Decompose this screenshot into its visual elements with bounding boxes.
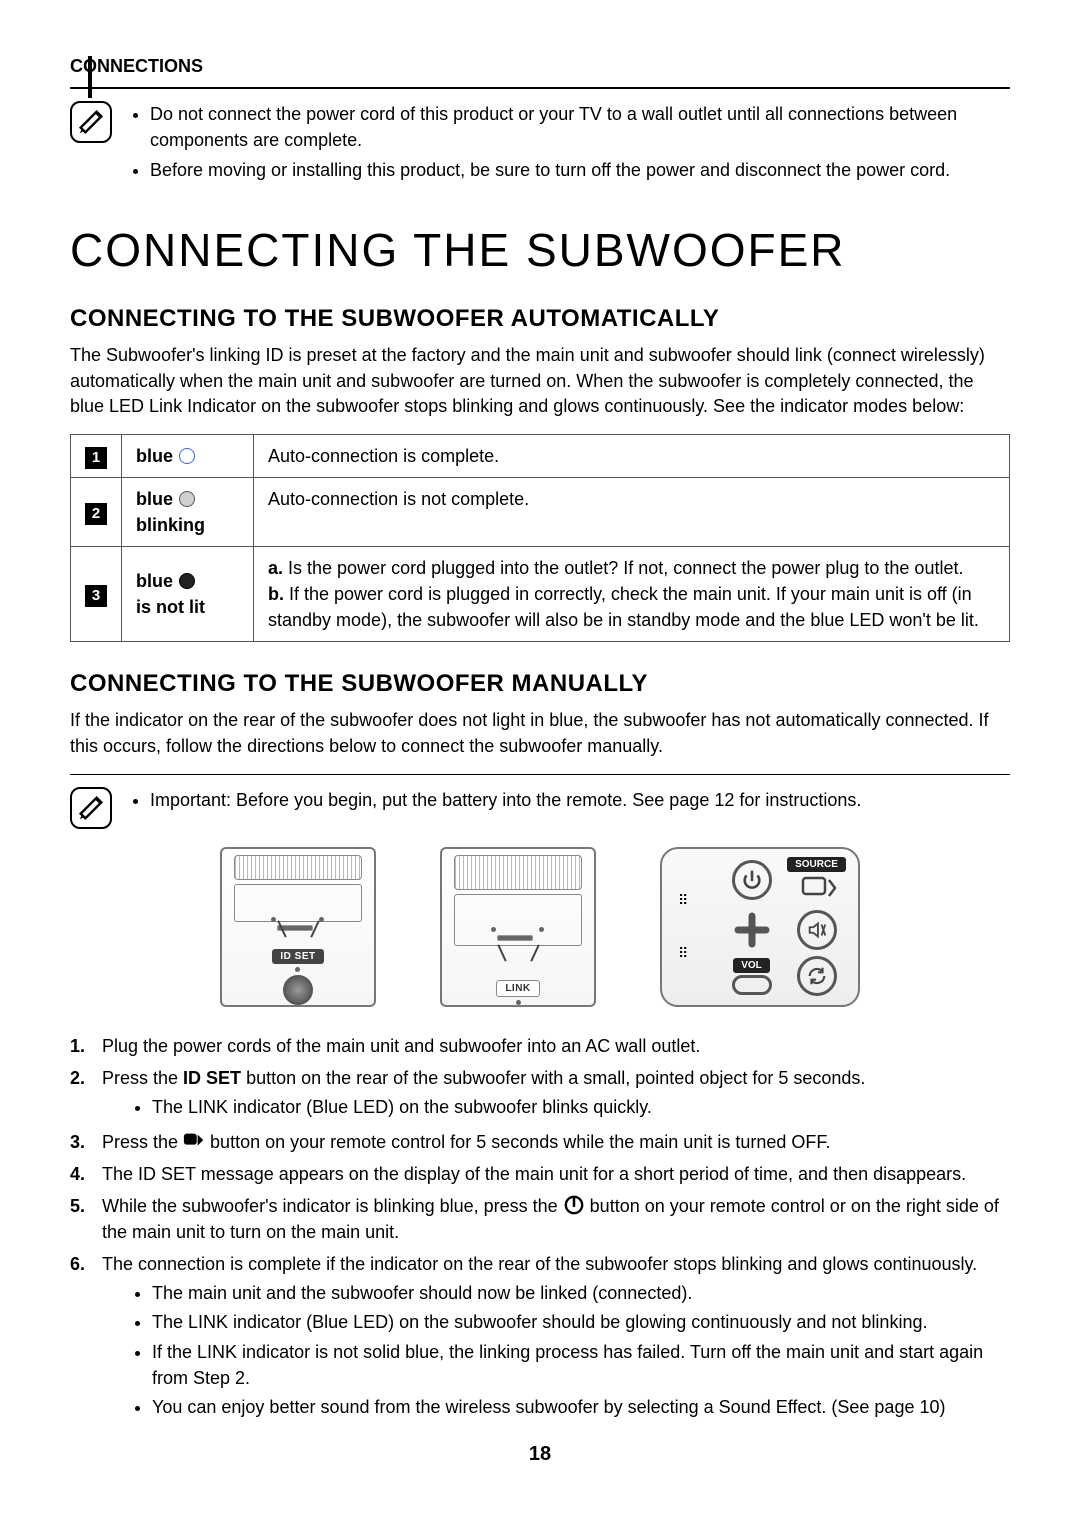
step-sub: The main unit and the subwoofer should n… bbox=[152, 1280, 1010, 1306]
note-block: Important: Before you begin, put the bat… bbox=[70, 787, 1010, 829]
note-icon bbox=[70, 787, 112, 829]
step-text: The ID SET message appears on the displa… bbox=[102, 1161, 966, 1187]
step-text: While the subwoofer's indicator is blink… bbox=[102, 1196, 563, 1216]
divider bbox=[70, 774, 1010, 775]
led-desc: a. Is the power cord plugged into the ou… bbox=[254, 547, 1010, 642]
row-number: 1 bbox=[85, 447, 107, 469]
step-number: 3. bbox=[70, 1129, 92, 1155]
led-state: blue bbox=[136, 443, 195, 469]
led-icon bbox=[295, 967, 300, 972]
step-item: 2. Press the ID SET button on the rear o… bbox=[70, 1065, 1010, 1123]
vol-label: VOL bbox=[733, 958, 770, 973]
step-number: 6. bbox=[70, 1251, 92, 1423]
note-item: Important: Before you begin, put the bat… bbox=[150, 787, 861, 813]
step-sub: If the LINK indicator is not solid blue,… bbox=[152, 1339, 1010, 1391]
note-block: Do not connect the power cord of this pr… bbox=[70, 101, 1010, 187]
label-b: b. bbox=[268, 584, 284, 604]
led-state: blue bbox=[136, 486, 195, 512]
speaker-grill-icon bbox=[454, 855, 582, 890]
step-number: 5. bbox=[70, 1193, 92, 1245]
remote-dots-icon: ⠿⠿ bbox=[674, 892, 716, 962]
step-item: 1. Plug the power cords of the main unit… bbox=[70, 1033, 1010, 1059]
step-sub: You can enjoy better sound from the wire… bbox=[152, 1394, 1010, 1420]
led-subtext: is not lit bbox=[136, 594, 239, 620]
led-dot-icon bbox=[179, 573, 195, 589]
led-text: blue bbox=[136, 486, 173, 512]
step-number: 2. bbox=[70, 1065, 92, 1123]
row-number: 3 bbox=[85, 585, 107, 607]
led-state: blue bbox=[136, 568, 195, 594]
source-icon bbox=[797, 874, 837, 904]
step-item: 3. Press the button on your remote contr… bbox=[70, 1129, 1010, 1155]
table-row: 3 blue is not lit a. Is the power cord p… bbox=[71, 547, 1010, 642]
led-subtext: blinking bbox=[136, 512, 239, 538]
table-row: 2 blue blinking Auto-connection is not c… bbox=[71, 478, 1010, 547]
step-item: 4. The ID SET message appears on the dis… bbox=[70, 1161, 1010, 1187]
diagram-remote: ⠿⠿ SOURCE VOL bbox=[660, 847, 860, 1007]
link-remote-icon bbox=[183, 1131, 205, 1151]
divider bbox=[70, 87, 1010, 89]
section-label: CONNECTIONS bbox=[70, 56, 1010, 77]
step-text: Plug the power cords of the main unit an… bbox=[102, 1033, 700, 1059]
repeat-icon bbox=[797, 956, 837, 996]
note-icon bbox=[70, 101, 112, 143]
source-label: SOURCE bbox=[787, 857, 846, 872]
note-body: Do not connect the power cord of this pr… bbox=[128, 101, 1010, 187]
led-desc: Auto-connection is not complete. bbox=[254, 478, 1010, 547]
manual-intro: If the indicator on the rear of the subw… bbox=[70, 708, 1010, 759]
note-body: Important: Before you begin, put the bat… bbox=[128, 787, 861, 817]
step-bold: ID SET bbox=[183, 1068, 241, 1088]
step-text: The connection is complete if the indica… bbox=[102, 1254, 977, 1274]
step-text: Press the bbox=[102, 1132, 183, 1152]
auto-intro: The Subwoofer's linking ID is preset at … bbox=[70, 343, 1010, 420]
callout-lines bbox=[263, 932, 333, 947]
step-item: 5. While the subwoofer's indicator is bl… bbox=[70, 1193, 1010, 1245]
speaker-grill-icon bbox=[234, 855, 362, 880]
steps-list: 1. Plug the power cords of the main unit… bbox=[70, 1033, 1010, 1423]
step-sub: The LINK indicator (Blue LED) on the sub… bbox=[152, 1309, 1010, 1335]
note-item: Do not connect the power cord of this pr… bbox=[150, 101, 1010, 153]
text-b: If the power cord is plugged in correctl… bbox=[268, 584, 979, 630]
rear-panel-icon bbox=[234, 884, 362, 922]
page-number: 18 bbox=[70, 1443, 1010, 1466]
diagram-row: ID SET LINK ⠿⠿ bbox=[70, 847, 1010, 1007]
step-item: 6. The connection is complete if the ind… bbox=[70, 1251, 1010, 1423]
rear-panel-icon bbox=[454, 894, 582, 947]
mute-icon bbox=[797, 910, 837, 950]
heading-manual: CONNECTING TO THE SUBWOOFER MANUALLY bbox=[70, 670, 1010, 698]
step-number: 4. bbox=[70, 1161, 92, 1187]
step-number: 1. bbox=[70, 1033, 92, 1059]
step-text: button on the rear of the subwoofer with… bbox=[241, 1068, 865, 1088]
table-row: 1 blue Auto-connection is complete. bbox=[71, 434, 1010, 477]
vol-pill-icon bbox=[732, 975, 772, 995]
heading-auto: CONNECTING TO THE SUBWOOFER AUTOMATICALL… bbox=[70, 305, 1010, 333]
led-text: blue bbox=[136, 443, 173, 469]
knob-icon bbox=[283, 975, 313, 1005]
label-a: a. bbox=[268, 558, 283, 578]
diagram-subwoofer-link: LINK bbox=[440, 847, 596, 1007]
plus-icon bbox=[732, 910, 772, 950]
callout-lines bbox=[483, 956, 553, 977]
step-text: button on your remote control for 5 seco… bbox=[205, 1132, 830, 1152]
power-icon bbox=[732, 860, 772, 900]
led-text: blue bbox=[136, 568, 173, 594]
led-desc: Auto-connection is complete. bbox=[254, 434, 1010, 477]
row-number: 2 bbox=[85, 503, 107, 525]
diagram-subwoofer-idset: ID SET bbox=[220, 847, 376, 1007]
power-icon bbox=[563, 1195, 585, 1215]
led-dot-icon bbox=[179, 448, 195, 464]
link-callout-label: LINK bbox=[496, 980, 539, 997]
led-icon bbox=[516, 1000, 521, 1005]
step-text: Press the bbox=[102, 1068, 183, 1088]
note-item: Before moving or installing this product… bbox=[150, 157, 1010, 183]
led-dot-icon bbox=[179, 491, 195, 507]
step-sub: The LINK indicator (Blue LED) on the sub… bbox=[152, 1094, 865, 1120]
page-title: CONNECTING THE SUBWOOFER bbox=[70, 223, 1010, 277]
indicator-table: 1 blue Auto-connection is complete. 2 bl… bbox=[70, 434, 1010, 643]
text-a: Is the power cord plugged into the outle… bbox=[283, 558, 963, 578]
idset-callout-label: ID SET bbox=[272, 949, 323, 964]
header-rule-stub bbox=[88, 56, 92, 98]
